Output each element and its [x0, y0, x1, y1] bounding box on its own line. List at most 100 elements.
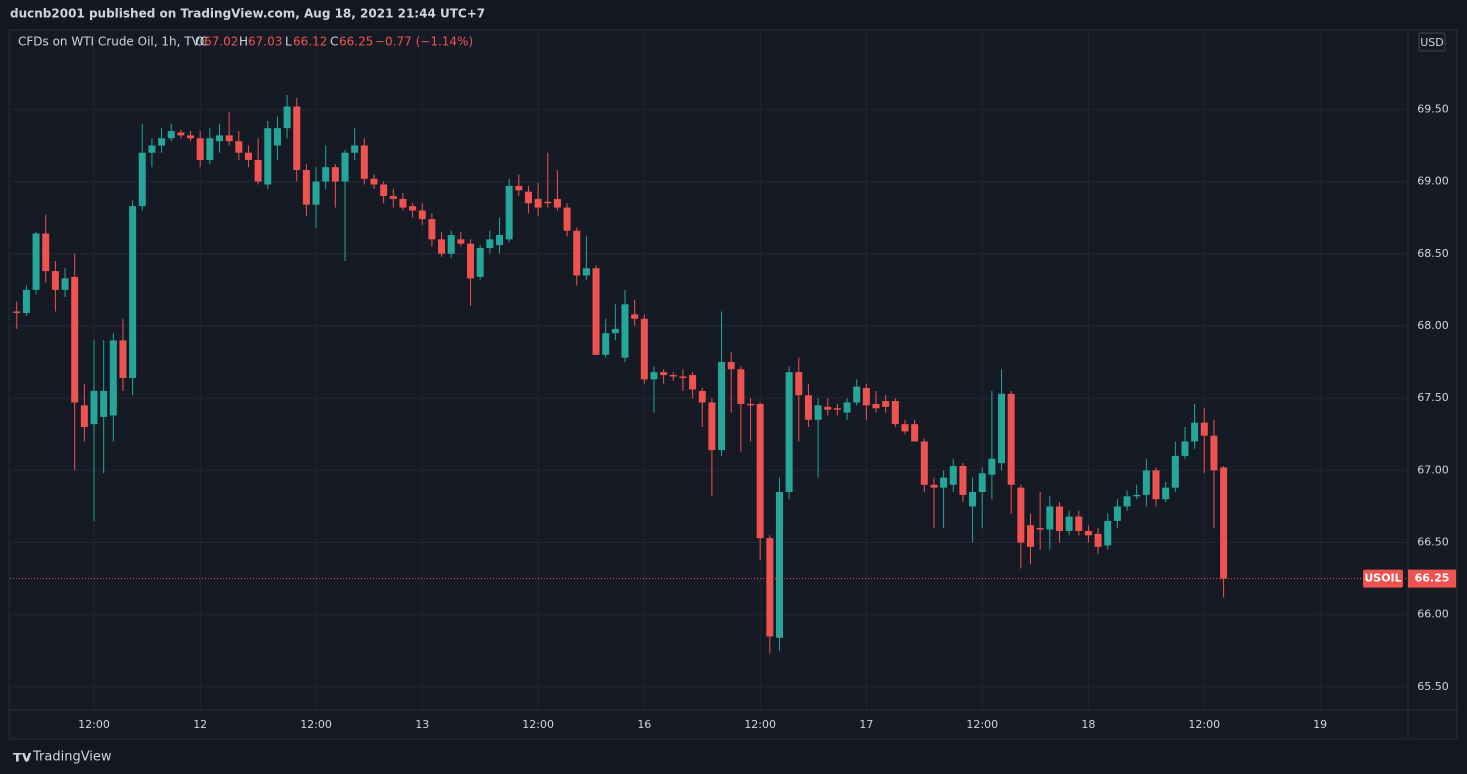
candle-body	[457, 239, 465, 244]
currency[interactable]: USD	[1420, 36, 1444, 49]
candle-body	[90, 390, 98, 425]
candle-body	[283, 106, 291, 129]
price-tag-symbol: USOIL	[1364, 572, 1401, 585]
candle-body	[1007, 393, 1015, 485]
candle-body	[505, 185, 513, 240]
y-tick-label: 69.50	[1417, 102, 1449, 115]
currency-box[interactable]	[1418, 32, 1446, 52]
candle-body	[602, 333, 610, 355]
candle-body	[438, 239, 446, 254]
candle-body	[235, 141, 243, 153]
y-tick-label: 66.50	[1417, 536, 1449, 549]
candle-body	[467, 243, 475, 279]
candle-body	[380, 184, 388, 197]
candle-body	[273, 128, 281, 146]
candle-body	[1123, 496, 1131, 507]
candle-body	[621, 304, 629, 358]
candle-body	[1084, 530, 1092, 536]
candle-body	[322, 167, 330, 182]
candle-body	[631, 314, 639, 319]
close-value: 66.25	[339, 35, 373, 49]
candle-body	[872, 403, 880, 409]
candle-body	[775, 491, 783, 638]
candle-body	[187, 135, 195, 139]
candle-body	[911, 424, 919, 442]
x-tick-label: 18	[1081, 718, 1095, 731]
candle-body	[1220, 467, 1228, 579]
candle-body	[669, 375, 677, 377]
candle-body	[418, 210, 426, 220]
candle-body	[930, 484, 938, 488]
candle-body	[225, 135, 233, 142]
candle-body	[573, 230, 581, 276]
candle-body	[1181, 441, 1189, 456]
candle-body	[177, 132, 185, 136]
candle-body	[351, 145, 359, 153]
candle-body	[51, 271, 59, 290]
candle-body	[312, 181, 320, 205]
candle-body	[1200, 422, 1208, 436]
x-tick-label: 12:00	[744, 718, 776, 731]
x-tick-label: 12:00	[300, 718, 332, 731]
candle-body	[553, 198, 561, 208]
candle-body	[1046, 506, 1054, 530]
candle-body	[1113, 506, 1121, 521]
candle-body	[708, 402, 716, 451]
candle-body	[61, 278, 69, 290]
candle-body	[409, 206, 417, 211]
candle-body	[969, 491, 977, 507]
candle-body	[119, 340, 127, 378]
candle-body	[1036, 528, 1044, 530]
candle-body	[862, 388, 870, 406]
candle-body	[524, 191, 532, 204]
candle-body	[341, 152, 349, 182]
candle-body	[244, 152, 252, 160]
candle-body	[476, 248, 484, 277]
logo-mark: ᴛᴠ	[13, 748, 32, 766]
candle-body	[756, 403, 764, 539]
candle-body	[1094, 533, 1102, 547]
candle-body	[737, 369, 745, 404]
x-tick-label: 12:00	[522, 718, 554, 731]
candle-body	[264, 128, 272, 185]
candle-body	[42, 233, 50, 272]
candle-body	[882, 401, 890, 407]
candle-body	[640, 318, 648, 380]
candle-body	[389, 196, 397, 199]
candle-body	[447, 235, 455, 254]
candle-body	[920, 441, 928, 485]
candle-body	[766, 538, 774, 637]
candle-body	[833, 408, 841, 410]
candle-body	[1133, 494, 1141, 497]
x-tick-label: 12:00	[966, 718, 998, 731]
candle-body	[360, 145, 368, 179]
candle-body	[582, 268, 590, 276]
low-value: 66.12	[293, 35, 327, 49]
candle-body	[138, 152, 146, 207]
candle-body	[167, 131, 175, 139]
candle-body	[747, 403, 755, 406]
candle-body	[804, 395, 812, 420]
candle-body	[718, 362, 726, 451]
candle-body	[698, 390, 706, 403]
candle-body	[785, 372, 793, 492]
candle-body	[1142, 470, 1150, 495]
candle-body	[988, 458, 996, 475]
y-tick-label: 65.50	[1417, 680, 1449, 693]
candle-body	[853, 386, 861, 403]
x-tick-label: 12:00	[1188, 718, 1220, 731]
candle-body	[1055, 506, 1063, 531]
candles	[13, 94, 1228, 654]
candle-body	[100, 390, 108, 417]
open-label: O	[195, 35, 204, 49]
candle-body	[71, 276, 79, 403]
low-label: L	[285, 35, 292, 49]
candle-body	[650, 372, 658, 380]
candle-body	[216, 135, 224, 142]
footer-brand: TradingView	[32, 750, 112, 765]
candle-body	[32, 233, 40, 290]
price-tag-value: 66.25	[1415, 572, 1450, 585]
close-label: C	[330, 35, 338, 49]
candle-body	[563, 207, 571, 231]
